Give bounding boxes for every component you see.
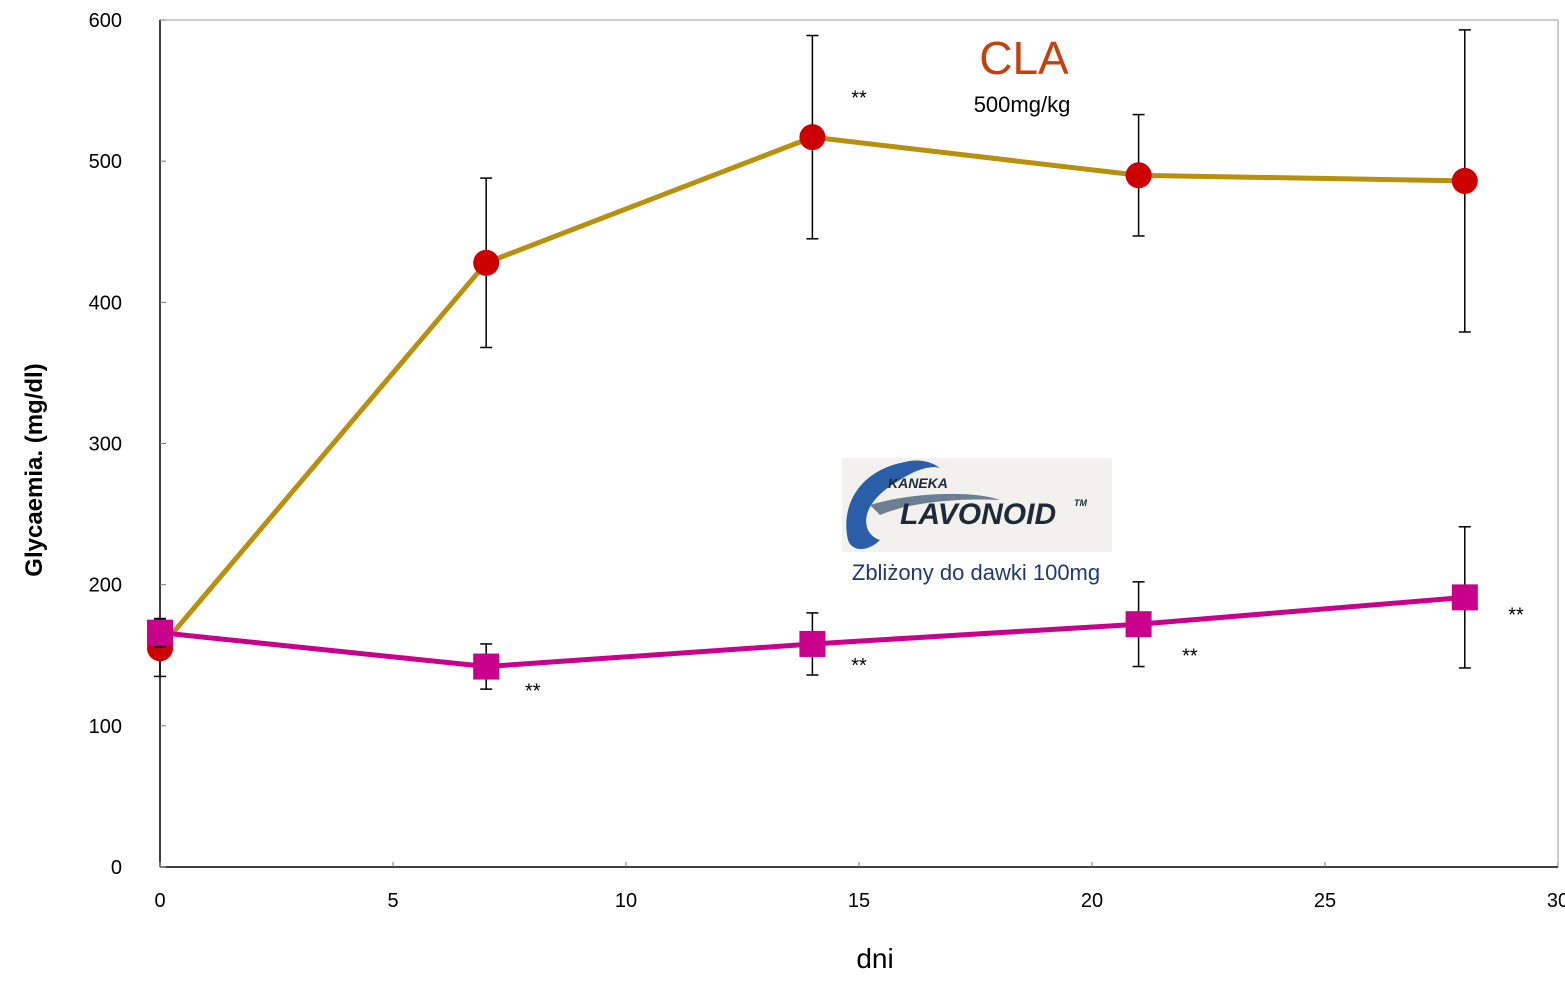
annotation-layer: ** ** ** ** ** [525, 88, 1524, 703]
significance-marker: ** [1508, 604, 1524, 626]
data-point [1125, 611, 1152, 638]
y-tick-label: 600 [89, 10, 122, 32]
y-axis-title: Glycaemia. (mg/dl) [21, 363, 48, 576]
x-tick-label: 5 [387, 890, 398, 912]
x-tick-label: 0 [154, 890, 165, 912]
series-0 [147, 29, 1478, 678]
x-tick-label: 25 [1314, 890, 1336, 912]
data-point [799, 630, 826, 657]
significance-marker: ** [851, 88, 867, 110]
cla-subtitle: 500mg/kg [974, 92, 1071, 117]
y-tick-label: 300 [89, 434, 122, 456]
cla-title: CLA [979, 32, 1069, 84]
y-tick-label: 0 [111, 857, 122, 879]
data-point [473, 653, 500, 680]
y-tick-label: 400 [89, 292, 122, 314]
plot-frame [159, 19, 1559, 868]
y-tick-label: 100 [89, 716, 122, 738]
flavonoid-caption: Zbliżony do dawki 100mg [852, 560, 1100, 585]
data-point [799, 124, 826, 151]
data-point [1451, 167, 1478, 194]
data-point [473, 249, 500, 276]
y-tick-label: 500 [89, 151, 122, 173]
flavonoid-logo: KANEKA LAVONOID TM [842, 458, 1112, 552]
logo-small: KANEKA [888, 475, 948, 491]
x-tick-label: 10 [615, 890, 637, 912]
data-point [1451, 584, 1478, 611]
data-point [147, 619, 173, 646]
x-tick-label: 30 [1547, 890, 1565, 912]
logo-main: LAVONOID [900, 498, 1056, 531]
series-1 [147, 526, 1478, 690]
x-axis-title: dni [856, 943, 893, 974]
x-tick-label: 20 [1081, 890, 1103, 912]
significance-marker: ** [851, 655, 867, 677]
y-tick-label: 200 [89, 575, 122, 597]
logo-tm: TM [1074, 498, 1087, 508]
series-layer [147, 29, 1478, 690]
significance-marker: ** [1182, 645, 1198, 667]
x-tick-label: 15 [848, 890, 870, 912]
significance-marker: ** [525, 681, 541, 703]
data-point [1125, 162, 1152, 189]
